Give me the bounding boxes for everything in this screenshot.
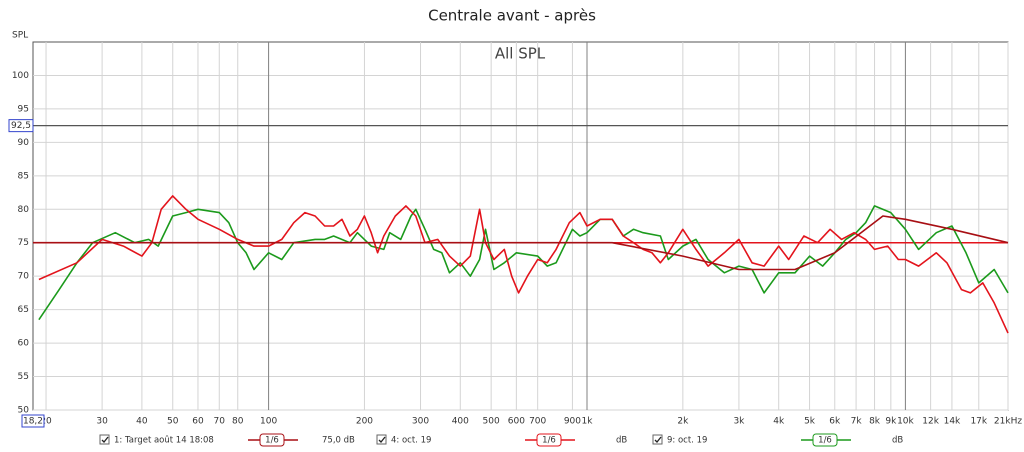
plot-area (32, 41, 1009, 411)
legend-label: 4: oct. 19 (391, 436, 431, 446)
x-tick-label: 12k (922, 417, 939, 427)
y-tick-label: 55 (18, 372, 29, 382)
smoothing-button[interactable] (536, 433, 562, 447)
y-tick-label: 80 (18, 205, 30, 215)
cursor-label: 18,2 (23, 417, 43, 427)
legend-label: 9: oct. 19 (667, 436, 707, 446)
x-tick-label: 50 (167, 417, 179, 427)
lines (33, 195, 1009, 334)
legend-checkbox[interactable] (376, 434, 387, 445)
x-tick-label: 5k (804, 417, 816, 427)
legend-value: 75,0 dB (322, 436, 355, 446)
cursor-label: 92,5 (11, 121, 31, 131)
legend-label: 1: Target août 14 18:08 (114, 436, 214, 446)
x-tick-label: 14k (944, 417, 961, 427)
smoothing-label: 1/6 (265, 436, 279, 446)
x-tick-label: 900 (564, 417, 581, 427)
checkmark (378, 436, 386, 443)
cursor-box (21, 414, 45, 428)
y-tick-label: 75 (18, 238, 29, 248)
cursor-box (8, 119, 34, 133)
y-axis-label: SPL (12, 31, 28, 41)
legend-value: dB (892, 436, 903, 446)
x-tick-label: 30 (96, 417, 108, 427)
x-tick-label: 9k (885, 417, 897, 427)
chart-title: Centrale avant - après (428, 7, 596, 25)
checkmark (101, 436, 109, 443)
x-tick-label: 200 (356, 417, 373, 427)
plot-label: All SPL (495, 45, 546, 63)
x-tick-label: 8k (869, 417, 881, 427)
y-tick-label: 95 (18, 104, 29, 114)
y-tick-label: 100 (12, 71, 29, 81)
x-tick-label: 70 (214, 417, 226, 427)
y-tick-label: 90 (18, 138, 30, 148)
smoothing-label: 1/6 (542, 436, 556, 446)
y-tick-label: 85 (18, 171, 29, 181)
smoothing-button[interactable] (812, 433, 838, 447)
x-tick-label: 100 (260, 417, 277, 427)
x-tick-label: 20 (40, 417, 52, 427)
x-tick-label: 7k (851, 417, 863, 427)
series-line (38, 195, 1009, 334)
series-line (33, 215, 1009, 271)
x-tick-label: 21kHz (994, 417, 1022, 427)
x-tick-label: 600 (508, 417, 525, 427)
x-tick-label: 40 (136, 417, 148, 427)
legend-value: dB (616, 436, 627, 446)
x-tick-label: 6k (829, 417, 841, 427)
x-tick-label: 60 (192, 417, 204, 427)
x-tick-label: 1k (582, 417, 594, 427)
y-tick-label: 65 (18, 305, 29, 315)
smoothing-label: 1/6 (818, 436, 832, 446)
legend-checkbox[interactable] (99, 434, 110, 445)
checkmark (654, 436, 662, 443)
x-tick-label: 17k (970, 417, 987, 427)
x-tick-label: 300 (412, 417, 429, 427)
smoothing-button[interactable] (259, 433, 285, 447)
x-tick-label: 500 (483, 417, 500, 427)
legend: 1: Target août 14 18:08 1/6 75,0 dB 4: oct.… (99, 433, 903, 447)
x-tick-label: 700 (529, 417, 546, 427)
axes: 50 55 60 65 70 75 80 85 90 95 100 20 30 40 50 60 70 80 100… (8, 71, 1022, 428)
x-tick-label: 4k (773, 417, 785, 427)
x-tick-label: 2k (677, 417, 689, 427)
x-tick-label: 10k (897, 417, 914, 427)
x-tick-label: 400 (452, 417, 469, 427)
x-tick-label: 3k (733, 417, 745, 427)
y-tick-label: 70 (18, 272, 30, 282)
legend-checkbox[interactable] (652, 434, 663, 445)
x-tick-label: 80 (232, 417, 244, 427)
y-tick-label: 50 (18, 406, 30, 416)
y-tick-label: 60 (18, 339, 30, 349)
